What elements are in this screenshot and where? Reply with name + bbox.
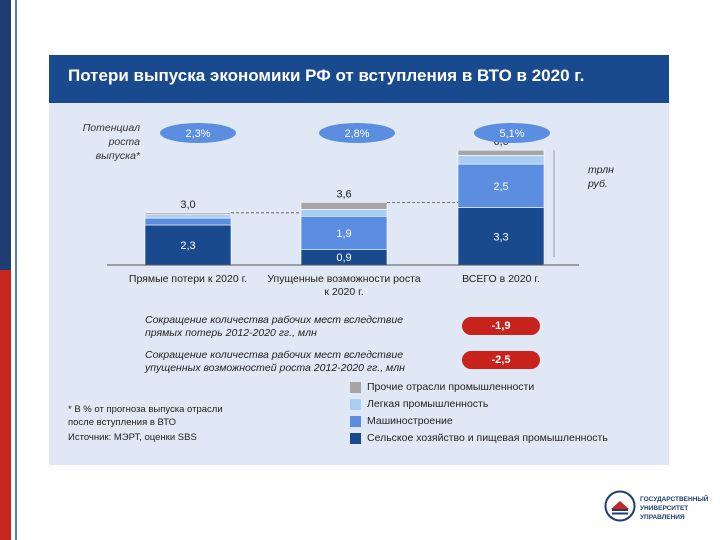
left-accent-line bbox=[15, 0, 17, 540]
bar-segment-1-0 bbox=[144, 217, 232, 226]
job-cut-missed-value: -2,5 bbox=[462, 351, 540, 369]
job-cut-direct-value: -1,9 bbox=[462, 317, 540, 335]
bar-value-label-0-2: 3,3 bbox=[493, 231, 508, 243]
bar-value-label-0-1: 0,9 bbox=[336, 252, 351, 264]
legend-swatch-machinery bbox=[350, 416, 361, 427]
potential-pill-1 bbox=[319, 123, 395, 143]
job-cut-direct-line2: прямых потерь 2012-2020 гг., млн bbox=[145, 327, 317, 339]
category-label-1-0: Упущенные возможности роста bbox=[267, 273, 420, 285]
bar-total-label-1: 3,6 bbox=[336, 188, 351, 200]
footnote-line2: после вступления в ВТО bbox=[68, 417, 177, 428]
legend-swatch-agri bbox=[350, 433, 361, 444]
left-accent-gap bbox=[11, 0, 15, 540]
bar-value-label-1-2: 2,5 bbox=[493, 181, 508, 193]
bar-chart: 2,3 3,0 Прямые потери к 2020 г. 2,3% 0,9 1,9 3… bbox=[107, 123, 579, 298]
legend-label-light: Легкая промышленность bbox=[367, 398, 489, 410]
footnote-source: Источник: МЭРТ, оценки SBS bbox=[68, 432, 197, 443]
slide-title: Потери выпуска экономики РФ от вступлени… bbox=[68, 66, 585, 85]
bar-segment-0-0 bbox=[144, 224, 232, 266]
bar-total-label-0: 3,0 bbox=[180, 199, 195, 211]
legend-label-other: Прочие отрасли промышленности bbox=[367, 381, 535, 393]
potential-value-2: 5,1% bbox=[499, 128, 524, 140]
left-accent-stripe-red bbox=[0, 270, 11, 540]
left-accent-stripe-blue bbox=[0, 0, 11, 270]
bar-segment-2-2 bbox=[457, 155, 545, 165]
legend-swatch-light bbox=[350, 399, 361, 410]
category-label-0-0: Прямые потери к 2020 г. bbox=[129, 273, 247, 285]
category-label-2-0: ВСЕГО в 2020 г. bbox=[462, 273, 540, 285]
job-cut-direct-line1: Сокращение количества рабочих мест вслед… bbox=[145, 314, 404, 326]
legend-swatch-other bbox=[350, 382, 361, 393]
potential-pill-2 bbox=[474, 123, 550, 143]
bar-value-label-0-0: 2,3 bbox=[180, 240, 195, 252]
bar-segment-3-2 bbox=[457, 149, 545, 156]
bar-segment-3-0 bbox=[144, 212, 232, 215]
legend-label-agri: Сельское хозяйство и пищевая промышленно… bbox=[367, 432, 608, 444]
bar-value-label-1-1: 1,9 bbox=[336, 228, 351, 240]
category-label-1-1: к 2020 г. bbox=[324, 286, 363, 298]
university-logo-icon bbox=[604, 490, 636, 522]
legend-label-machinery: Машиностроение bbox=[367, 415, 453, 427]
logo-text-line1: ГОСУДАРСТВЕННЫЙ bbox=[640, 496, 709, 503]
logo-text-line3: УПРАВЛЕНИЯ bbox=[640, 514, 685, 521]
footnote-line1: * В % от прогноза выпуска отрасли bbox=[68, 404, 223, 415]
title-bar bbox=[49, 55, 669, 103]
bar-segment-2-0 bbox=[144, 214, 232, 219]
potential-value-0: 2,3% bbox=[185, 128, 210, 140]
bar-segment-1-2 bbox=[457, 163, 545, 208]
potential-value-1: 2,8% bbox=[344, 128, 369, 140]
potential-pill-0 bbox=[160, 123, 236, 143]
job-cut-missed-line1: Сокращение количества рабочих мест вслед… bbox=[145, 349, 404, 361]
job-cut-missed-line2: упущенных возможностей роста 2012-2020 г… bbox=[145, 362, 405, 374]
bar-segment-3-1 bbox=[300, 202, 388, 210]
unit-label: трлн руб. bbox=[588, 164, 614, 190]
potential-label: Потенциал роста выпуска* bbox=[82, 122, 140, 162]
logo-text-line2: УНИВЕРСИТЕТ bbox=[640, 505, 689, 512]
bar-segment-2-1 bbox=[300, 209, 388, 217]
bar-segment-1-1 bbox=[300, 215, 388, 250]
